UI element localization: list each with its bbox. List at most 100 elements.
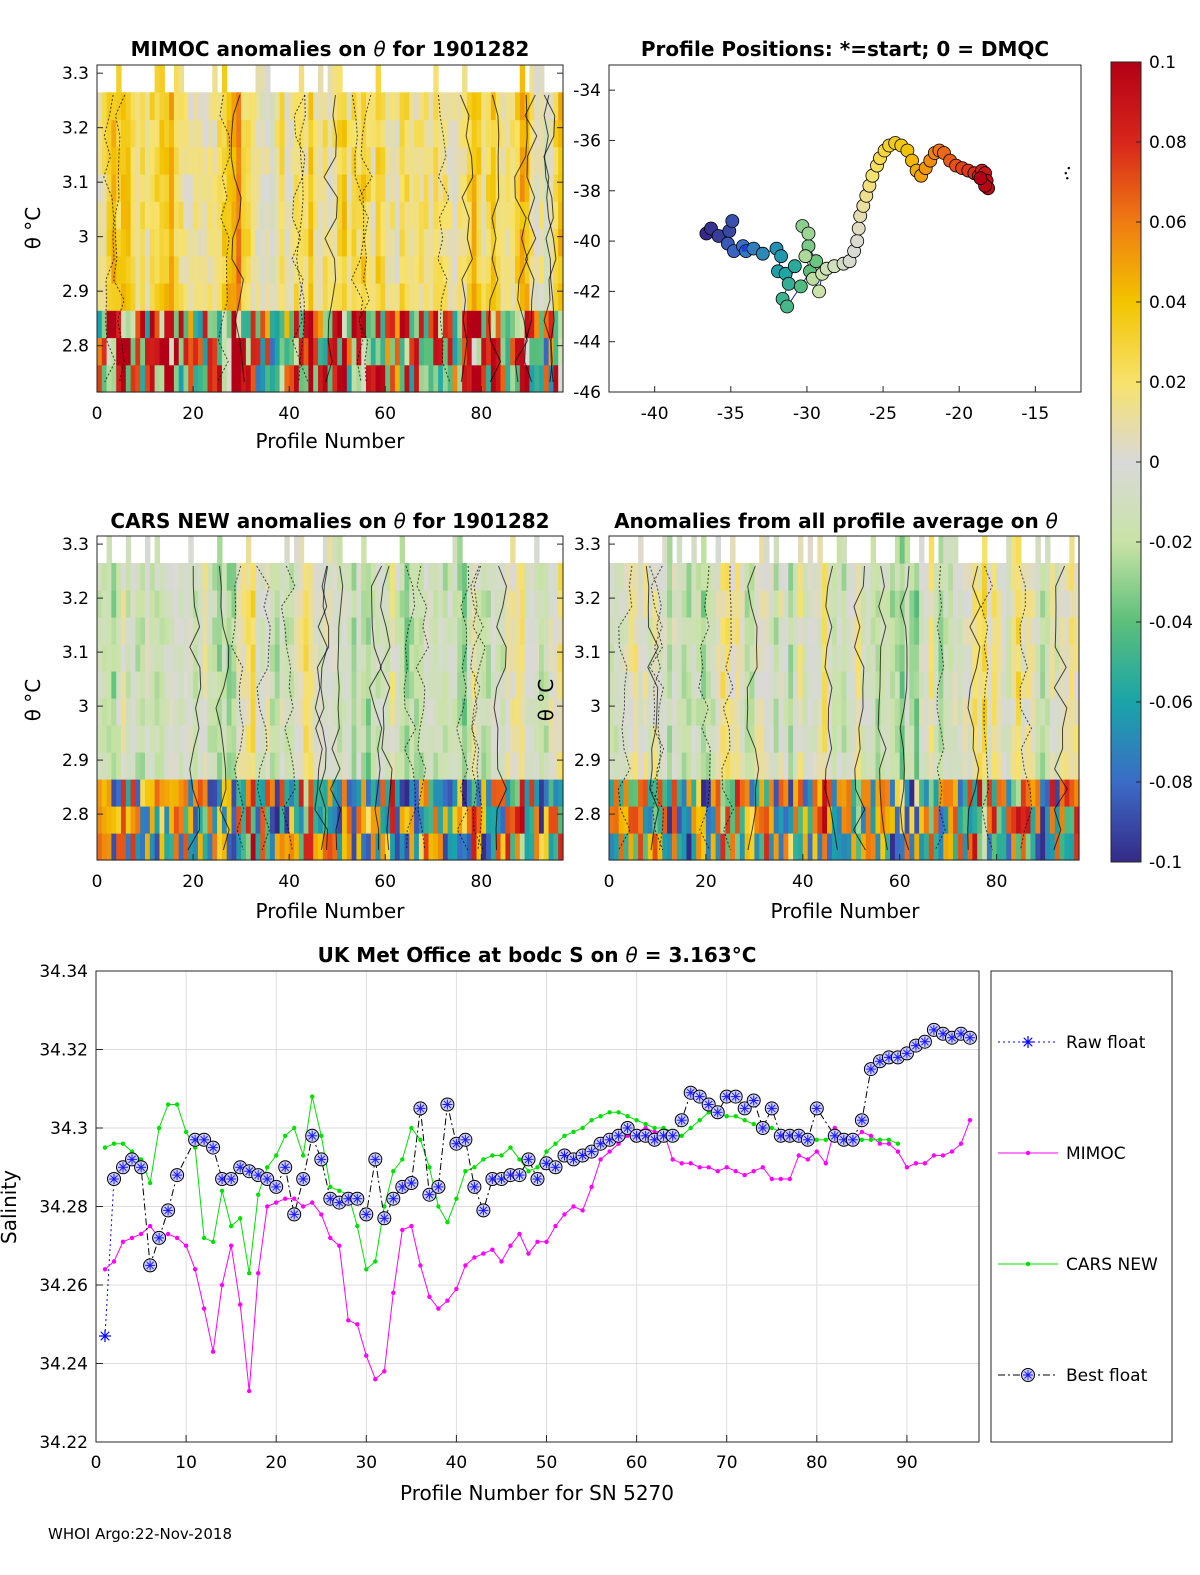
heatmap-cell: [294, 725, 300, 753]
heatmap-cell: [322, 644, 329, 672]
heatmap-cell: [1035, 779, 1041, 807]
heatmap-cell: [164, 310, 170, 339]
heatmap-cell: [390, 174, 396, 202]
heatmap-cell: [149, 644, 156, 672]
heatmap-cell: [173, 563, 180, 591]
heatmap-cell: [817, 644, 823, 672]
heatmap-cell: [245, 536, 252, 564]
heatmap-cell: [686, 698, 692, 726]
contour-line: [215, 565, 230, 851]
heatmap-cell: [154, 644, 160, 672]
heatmap-cell: [880, 725, 886, 753]
series-point: [404, 1176, 419, 1190]
heatmap-cell: [356, 671, 362, 699]
heatmap-cell: [207, 779, 213, 807]
heatmap-cell: [217, 174, 223, 202]
heatmap-cell: [647, 590, 654, 618]
heatmap-cell: [928, 698, 935, 726]
heatmap-cell: [111, 146, 117, 175]
heatmap-cell: [928, 806, 935, 834]
heatmap-cell: [390, 563, 396, 591]
series-point: [224, 1172, 239, 1186]
heatmap-cell: [97, 833, 103, 861]
series-point: [535, 1239, 540, 1245]
heatmap-cell: [870, 617, 876, 645]
heatmap-cell: [260, 364, 266, 393]
heatmap-cell: [490, 617, 497, 645]
heatmap-cell: [390, 590, 396, 618]
heatmap-cell: [298, 644, 305, 672]
heatmap-cell: [207, 725, 213, 753]
heatmap-cell: [647, 725, 654, 753]
heatmap-cell: [298, 536, 305, 564]
heatmap-cell: [609, 725, 615, 753]
heatmap-cell: [399, 725, 406, 753]
heatmap-cell: [217, 563, 223, 591]
heatmap-cell: [418, 201, 425, 230]
heatmap-cell: [332, 146, 338, 175]
heatmap-cell: [135, 146, 141, 175]
heatmap-cell: [466, 283, 473, 311]
heatmap-cell: [414, 644, 420, 672]
series-point: [589, 1184, 594, 1190]
heatmap-cell: [982, 644, 988, 672]
heatmap-cell: [967, 590, 973, 618]
heatmap-cell: [457, 119, 463, 148]
heatmap-cell: [404, 119, 410, 148]
heatmap-cell: [534, 364, 540, 393]
heatmap-cell: [351, 92, 357, 121]
heatmap-cell: [298, 752, 305, 780]
heatmap-cell: [647, 671, 654, 699]
heatmap-cell: [914, 833, 920, 861]
heatmap-cell: [768, 644, 775, 672]
heatmap-cell: [628, 590, 634, 618]
heatmap-cell: [245, 806, 252, 834]
heatmap-cell: [515, 174, 521, 202]
star-stroke: [785, 1131, 794, 1140]
heatmap-cell: [505, 255, 511, 284]
heatmap-cell: [720, 644, 726, 672]
x-tick-label: 80: [471, 872, 493, 892]
series-point: [283, 1196, 288, 1201]
heatmap-cell: [202, 146, 209, 175]
heatmap-cell: [870, 779, 876, 807]
heatmap-cell: [957, 644, 964, 672]
y-tick-label: 34.32: [39, 1041, 88, 1061]
heatmap-cell: [773, 725, 780, 753]
heatmap-cell: [880, 779, 886, 807]
heatmap-cell: [116, 174, 122, 202]
heatmap-cell: [841, 833, 847, 861]
heatmap-cell: [486, 779, 492, 807]
heatmap-cell: [327, 806, 333, 834]
heatmap-cell: [764, 563, 770, 591]
heatmap-cell: [899, 725, 906, 753]
heatmap-cell: [188, 174, 194, 202]
series-point: [183, 1243, 189, 1248]
heatmap-cell: [447, 174, 454, 202]
heatmap-cell: [957, 725, 964, 753]
heatmap-cell: [991, 779, 998, 807]
heatmap-cell: [322, 617, 329, 645]
heatmap-cell: [366, 146, 372, 175]
heatmap-cell: [159, 671, 165, 699]
heatmap-cell: [1030, 779, 1036, 807]
heatmap-cell: [130, 590, 136, 618]
x-tick-label: 30: [355, 1453, 377, 1473]
heatmap-cell: [807, 725, 814, 753]
heatmap-cell: [1074, 833, 1080, 861]
heatmap-cell: [438, 92, 444, 121]
heatmap-cell: [539, 92, 545, 121]
heatmap-cell: [169, 255, 175, 284]
heatmap-cell: [982, 725, 988, 753]
heatmap-cell: [447, 563, 454, 591]
heatmap-cell: [178, 310, 185, 339]
heatmap-cell: [178, 725, 185, 753]
heatmap-cell: [438, 119, 444, 148]
heatmap-cell: [121, 644, 127, 672]
heatmap-cell: [135, 644, 141, 672]
heatmap-cell: [207, 671, 213, 699]
heatmap-cell: [486, 752, 492, 780]
heatmap-cell: [991, 590, 998, 618]
heatmap-cell: [106, 698, 112, 726]
heatmap-cell: [642, 671, 649, 699]
